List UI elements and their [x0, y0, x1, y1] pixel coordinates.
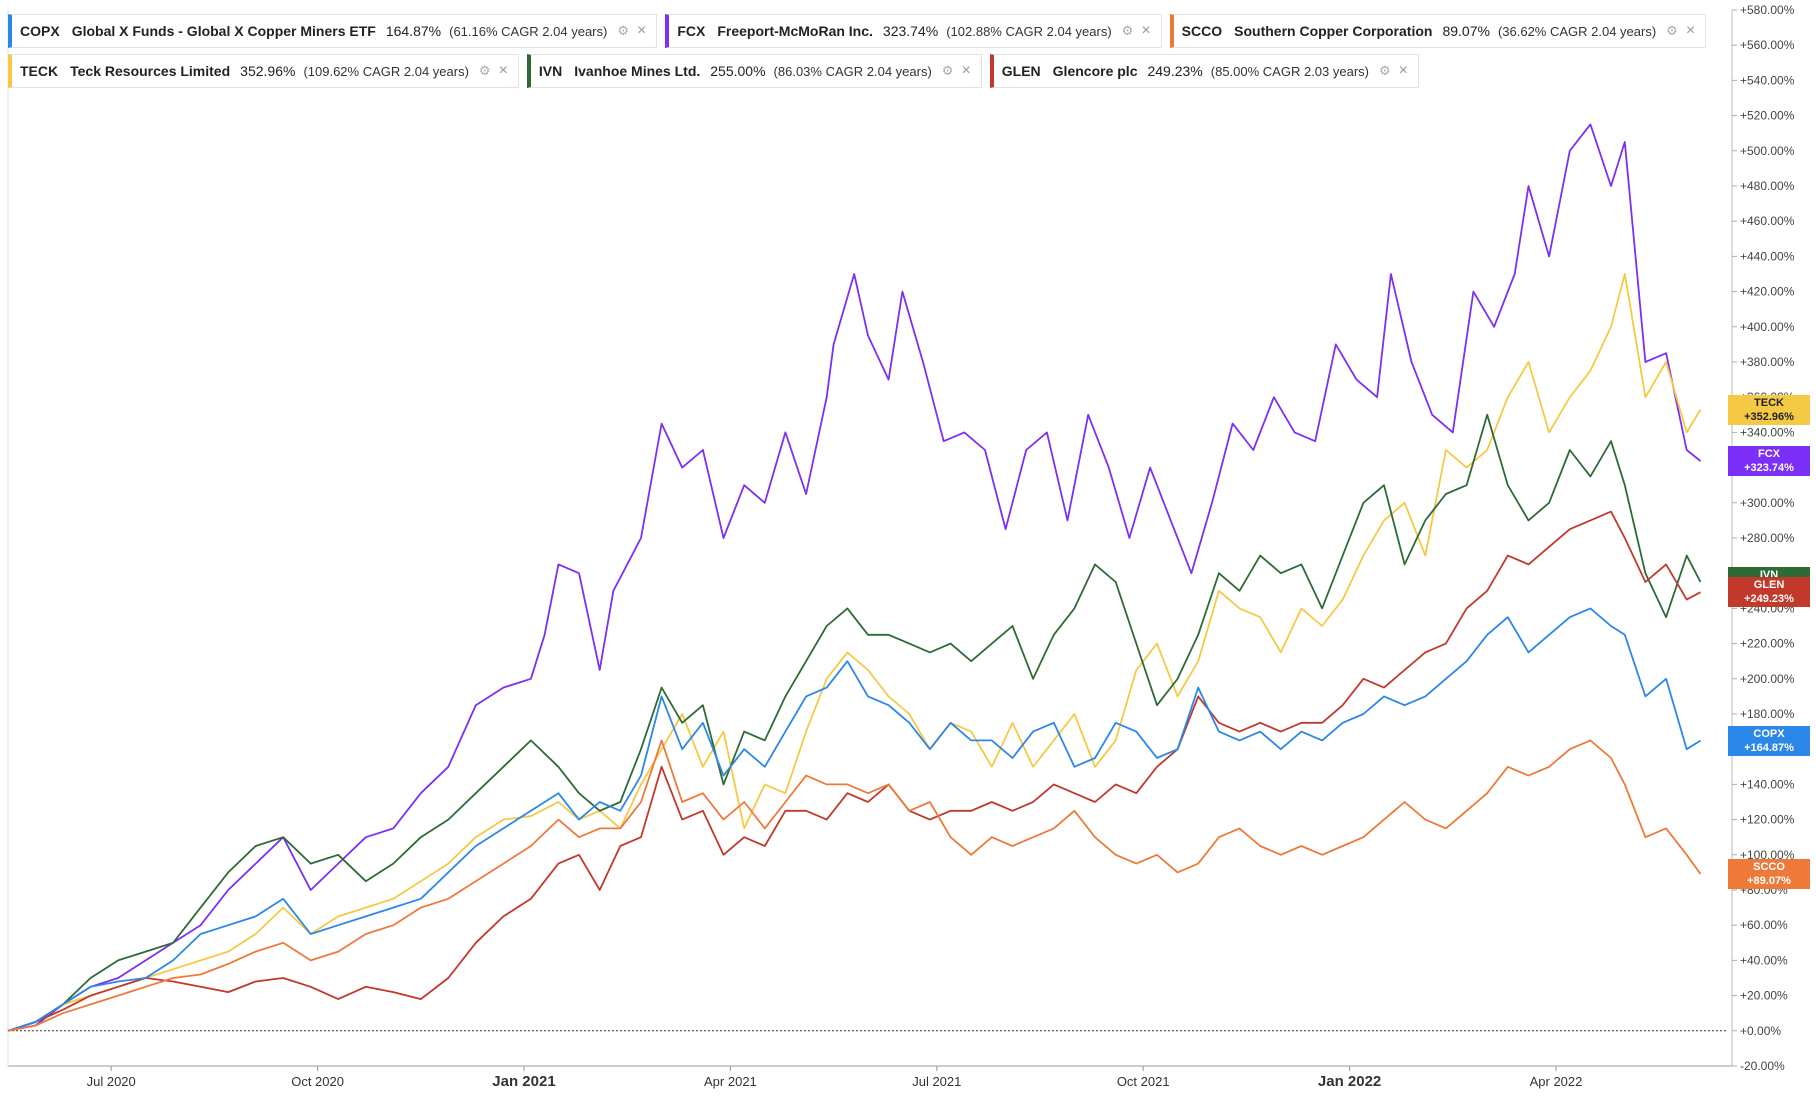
- legend-item-scco[interactable]: SCCO Southern Copper Corporation 89.07% (36…: [1169, 14, 1707, 48]
- y-tick-label: +340.00%: [1740, 425, 1795, 439]
- series-line-teck: [7, 273, 1702, 1032]
- end-tag-value: +249.23%: [1744, 593, 1794, 606]
- legend-name: Global X Funds - Global X Copper Miners …: [71, 23, 376, 39]
- gear-icon[interactable]: ⚙: [1379, 63, 1391, 78]
- y-tick-label: +180.00%: [1740, 707, 1795, 721]
- end-tag-scco: SCCO +89.07%: [1728, 859, 1810, 890]
- series-line-glen: [7, 510, 1701, 1032]
- gear-icon[interactable]: ⚙: [1666, 23, 1678, 38]
- legend-symbol: GLEN: [1001, 63, 1041, 79]
- end-tag-value: +164.87%: [1744, 741, 1794, 754]
- legend-percent: 255.00%: [710, 63, 766, 79]
- y-tick-label: +520.00%: [1740, 109, 1795, 123]
- close-icon[interactable]: ×: [637, 22, 647, 39]
- y-tick-label: +460.00%: [1740, 214, 1795, 228]
- x-tick-label: Apr 2021: [704, 1074, 757, 1089]
- x-tick-label: Jan 2022: [1318, 1073, 1381, 1090]
- legend-name: Ivanhoe Mines Ltd.: [574, 63, 701, 79]
- gear-icon[interactable]: ⚙: [941, 63, 954, 78]
- x-tick-label: Apr 2022: [1530, 1074, 1583, 1089]
- legend-item-fcx[interactable]: FCX Freeport-McMoRan Inc. 323.74% (102.88% …: [665, 14, 1162, 48]
- end-tag-symbol: FCX: [1758, 448, 1780, 461]
- end-tag-glen: GLEN +249.23%: [1728, 577, 1810, 608]
- y-tick-label: +300.00%: [1740, 496, 1795, 510]
- legend-percent: 352.96%: [240, 63, 296, 79]
- legend-name: Teck Resources Limited: [70, 63, 231, 79]
- x-tick-label: Oct 2020: [291, 1074, 344, 1089]
- y-tick-label: +420.00%: [1740, 285, 1795, 299]
- legend-cagr: (61.16% CAGR 2.04 years): [449, 23, 608, 39]
- y-tick-label: +580.00%: [1740, 3, 1795, 17]
- legend-symbol: SCCO: [1181, 23, 1223, 39]
- y-tick-label: +400.00%: [1740, 320, 1795, 334]
- legend-item-copx[interactable]: COPX Global X Funds - Global X Copper Min…: [8, 14, 658, 48]
- legend-percent: 89.07%: [1442, 23, 1490, 39]
- gear-icon[interactable]: ⚙: [617, 23, 629, 38]
- y-tick-label: +200.00%: [1740, 672, 1795, 686]
- y-tick-label: +40.00%: [1740, 953, 1788, 967]
- legend-percent: 249.23%: [1147, 63, 1203, 79]
- y-tick-label: +0.00%: [1740, 1024, 1781, 1038]
- legend-row-2: TECK Teck Resources Limited 352.96% (109.62…: [8, 54, 1419, 88]
- legend-cagr: (102.88% CAGR 2.04 years): [946, 23, 1112, 39]
- legend-cagr: (85.00% CAGR 2.03 years): [1210, 63, 1369, 79]
- legend-cagr: (86.03% CAGR 2.04 years): [773, 63, 932, 79]
- y-tick-label: +120.00%: [1740, 813, 1795, 827]
- legend-symbol: FCX: [677, 23, 706, 39]
- x-tick-label: Jul 2021: [912, 1074, 961, 1089]
- end-tag-value: +323.74%: [1744, 462, 1794, 475]
- legend-item-teck[interactable]: TECK Teck Resources Limited 352.96% (109.62…: [8, 54, 519, 88]
- series-line-fcx: [7, 123, 1702, 1032]
- legend-name: Glencore plc: [1052, 63, 1138, 79]
- end-tag-value: +89.07%: [1747, 875, 1791, 888]
- y-tick-label: +540.00%: [1740, 73, 1795, 87]
- close-icon[interactable]: ×: [1685, 22, 1696, 39]
- x-tick-label: Oct 2021: [1117, 1074, 1170, 1089]
- y-tick-label: +500.00%: [1740, 144, 1795, 158]
- legend-row-1: COPX Global X Funds - Global X Copper Min…: [8, 14, 1707, 48]
- close-icon[interactable]: ×: [498, 62, 508, 79]
- end-tag-symbol: GLEN: [1753, 579, 1785, 592]
- legend-percent: 323.74%: [882, 23, 939, 39]
- y-tick-label: +440.00%: [1740, 249, 1795, 263]
- close-icon[interactable]: ×: [1141, 22, 1151, 39]
- legend-symbol: IVN: [538, 63, 563, 79]
- legend-name: Southern Copper Corporation: [1234, 23, 1433, 39]
- y-tick-label: +100.00%: [1740, 848, 1795, 862]
- y-tick-label: -20.00%: [1740, 1059, 1785, 1073]
- y-tick-label: +480.00%: [1740, 179, 1795, 193]
- end-tag-symbol: COPX: [1753, 727, 1785, 740]
- y-tick-label: +280.00%: [1740, 531, 1795, 545]
- legend-percent: 164.87%: [385, 23, 442, 39]
- gear-icon[interactable]: ⚙: [1121, 23, 1134, 38]
- end-tag-copx: COPX +164.87%: [1728, 725, 1810, 756]
- gear-icon[interactable]: ⚙: [478, 63, 491, 78]
- y-tick-label: +140.00%: [1740, 777, 1795, 791]
- legend-item-ivn[interactable]: IVN Ivanhoe Mines Ltd. 255.00% (86.03% CAGR…: [526, 54, 982, 88]
- legend-cagr: (109.62% CAGR 2.04 years): [303, 63, 469, 79]
- legend-name: Freeport-McMoRan Inc.: [717, 23, 873, 39]
- legend-symbol: TECK: [20, 63, 59, 79]
- legend-item-glen[interactable]: GLEN Glencore plc 249.23% (85.00% CAGR 2.03…: [989, 54, 1419, 88]
- x-tick-label: Jan 2021: [492, 1073, 555, 1090]
- end-tag-fcx: FCX +323.74%: [1728, 446, 1810, 477]
- legend-symbol: COPX: [20, 23, 60, 39]
- y-tick-label: +20.00%: [1740, 989, 1788, 1003]
- end-tag-teck: TECK +352.96%: [1728, 394, 1810, 425]
- y-tick-label: +60.00%: [1740, 918, 1788, 932]
- end-tag-symbol: SCCO: [1753, 861, 1785, 874]
- x-tick-label: Jul 2020: [87, 1074, 136, 1089]
- series-line-copx: [7, 607, 1701, 1032]
- end-tag-symbol: TECK: [1754, 396, 1784, 409]
- series-line-ivn: [7, 413, 1702, 1032]
- y-tick-label: +380.00%: [1740, 355, 1795, 369]
- end-tag-value: +352.96%: [1744, 410, 1794, 423]
- y-tick-label: +560.00%: [1740, 38, 1795, 52]
- close-icon[interactable]: ×: [961, 62, 971, 79]
- legend-cagr: (36.62% CAGR 2.04 years): [1497, 23, 1657, 39]
- y-tick-label: +220.00%: [1740, 637, 1795, 651]
- close-icon[interactable]: ×: [1398, 62, 1408, 79]
- series-line-scco: [7, 739, 1702, 1032]
